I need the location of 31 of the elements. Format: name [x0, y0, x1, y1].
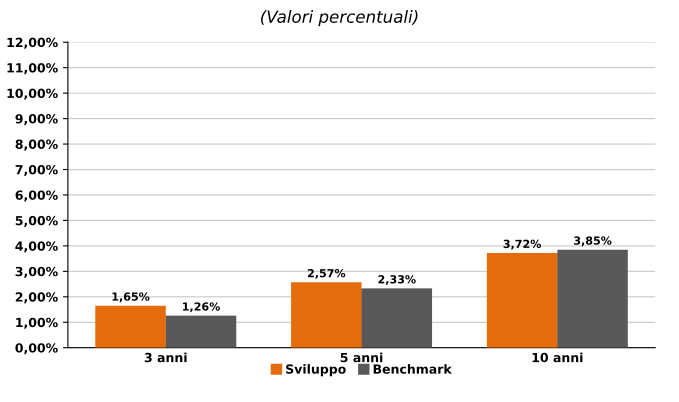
- y-tick-label: 9,00%: [15, 114, 58, 126]
- y-tick-label: 4,00%: [15, 241, 58, 252]
- y-tick-label: 1,00%: [16, 318, 58, 329]
- bar: [291, 282, 362, 348]
- y-tick-label: 10,00%: [8, 88, 58, 100]
- data-label: 2,33%: [378, 275, 416, 285]
- legend-label: Sviluppo: [286, 364, 346, 376]
- chart-title: (Valori percentuali): [261, 10, 418, 26]
- y-tick-label: 8,00%: [16, 140, 58, 151]
- y-tick-label: 7,00%: [16, 164, 58, 176]
- y-tick-label: 5,00%: [16, 216, 58, 227]
- bar: [557, 250, 628, 348]
- bar: [95, 306, 166, 348]
- bar: [166, 316, 236, 348]
- x-tick-label: 10 anni: [532, 352, 582, 362]
- x-tick-label: 5 anni: [340, 352, 382, 362]
- bar: [486, 253, 558, 348]
- data-label: 1,65%: [112, 292, 150, 302]
- x-tick-label: 3 anni: [144, 352, 187, 362]
- y-tick-label: 11,00%: [8, 63, 58, 74]
- y-tick-label: 12,00%: [8, 38, 58, 49]
- data-label: 2,57%: [308, 268, 346, 279]
- data-label: 1,26%: [183, 302, 220, 312]
- legend-label: Benchmark: [374, 364, 452, 374]
- bar: [362, 288, 432, 348]
- y-tick-label: 3,00%: [16, 266, 58, 278]
- y-tick-label: 0,00%: [15, 343, 58, 354]
- data-label: 3,72%: [504, 240, 542, 250]
- y-tick-label: 2,00%: [16, 292, 58, 304]
- data-label: 3,85%: [574, 236, 612, 246]
- y-tick-label: 6,00%: [16, 190, 58, 202]
